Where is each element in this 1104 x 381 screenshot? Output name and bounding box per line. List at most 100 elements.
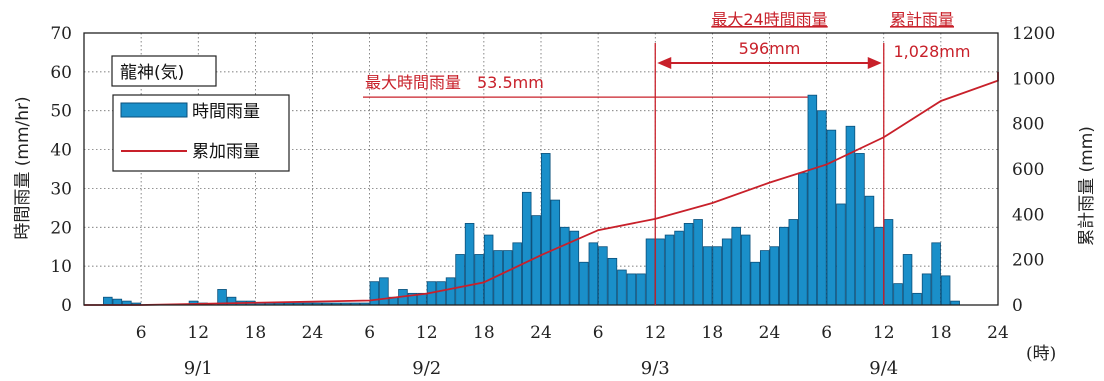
x-hour-tick-label: 12	[416, 323, 438, 343]
x-hour-tick-label: 18	[473, 323, 495, 343]
hourly-bar	[550, 199, 561, 306]
x-hour-tick-label: 12	[187, 323, 209, 343]
hourly-bar	[464, 222, 475, 306]
left-tick-label: 50	[50, 102, 72, 122]
hourly-bar	[531, 215, 541, 306]
cumulative-title: 累計雨量	[890, 10, 954, 29]
left-tick-label: 20	[50, 218, 72, 238]
plot-frame	[83, 32, 999, 306]
hourly-bar	[807, 94, 818, 306]
hourly-bar	[740, 234, 751, 306]
hourly-bar	[779, 226, 789, 306]
right-tick-label: 600	[1012, 160, 1044, 180]
hourly-bar	[921, 273, 932, 306]
hourly-bar	[759, 250, 770, 306]
hourly-bar	[902, 254, 913, 306]
hourly-bar	[731, 226, 741, 306]
hourly-bar	[864, 195, 875, 306]
x-axis-unit-label: (時)	[1026, 344, 1056, 364]
annotations: 最大時間雨量 53.5mm 最大24時間雨量 596mm 累計雨量 1,028m…	[363, 10, 970, 305]
cumulative-line	[84, 71, 999, 306]
hourly-bar	[702, 246, 713, 306]
x-hour-tick-label: 24	[302, 323, 324, 343]
max24-value: 596mm	[739, 39, 801, 58]
hourly-bar	[607, 257, 618, 306]
x-hour-tick-label: 24	[530, 323, 552, 343]
legend-label-hourly: 時間雨量	[192, 102, 260, 122]
right-tick-label: 1000	[1012, 69, 1055, 89]
hourly-bar	[655, 238, 665, 306]
y-left-axis-label: 時間雨量 (mm/hr)	[13, 96, 33, 239]
hourly-bar	[798, 172, 808, 306]
hourly-bar	[769, 246, 780, 306]
x-hour-tick-label: 18	[930, 323, 952, 343]
x-axis-day-labels: 9/1 9/2 9/3 9/4	[184, 358, 898, 379]
hourly-bar	[626, 273, 637, 306]
x-day-label: 9/2	[412, 358, 441, 379]
station-label-box: 龍神(気)	[111, 55, 217, 87]
x-hour-tick-label: 24	[987, 323, 1009, 343]
hourly-bar	[712, 246, 722, 306]
x-hour-tick-label: 6	[136, 323, 147, 343]
x-hour-tick-label: 18	[702, 323, 724, 343]
y-right-axis-label: 累計雨量 (mm)	[1077, 126, 1097, 246]
cumulative-rainfall-line-group	[84, 71, 999, 306]
hourly-bar	[369, 281, 380, 306]
max-hourly-label: 最大時間雨量 53.5mm	[365, 73, 544, 92]
max24-arrow-head-right	[867, 57, 882, 69]
hourly-bar	[693, 219, 703, 306]
hourly-bar	[483, 234, 494, 306]
hourly-bar	[750, 261, 760, 306]
hourly-bar	[674, 230, 684, 306]
max24-title: 最大24時間雨量	[711, 10, 827, 29]
legend-label-cumulative: 累加雨量	[192, 142, 260, 162]
x-hour-tick-label: 12	[873, 323, 895, 343]
hourly-bar	[560, 226, 570, 306]
hourly-bar	[541, 153, 551, 306]
hourly-bar	[598, 246, 608, 306]
hourly-bar	[883, 219, 894, 306]
hourly-bar	[512, 242, 522, 306]
x-day-label: 9/4	[869, 358, 898, 379]
right-axis-ticks: 0 200 400 600 800 1000 1200	[1012, 24, 1055, 316]
hourly-bar	[579, 261, 589, 306]
left-tick-label: 10	[50, 257, 72, 277]
hourly-bar	[836, 203, 846, 306]
hourly-bar	[874, 226, 884, 306]
max24-arrow-head-left	[657, 57, 672, 69]
hourly-rainfall-bars	[103, 94, 960, 306]
hourly-bar	[521, 191, 532, 306]
x-hour-tick-label: 6	[821, 323, 832, 343]
left-tick-label: 60	[50, 63, 72, 83]
station-label: 龍神(気)	[120, 63, 184, 83]
hourly-bar	[379, 277, 389, 306]
hourly-bar	[940, 275, 951, 306]
hourly-bar	[445, 277, 456, 306]
legend: 時間雨量 累加雨量	[112, 94, 290, 172]
right-tick-label: 200	[1012, 251, 1044, 271]
hourly-bar	[855, 153, 865, 306]
x-axis-hour-ticks: 6 12 18 24 6 12 18 24 6 12 18 24 6 12 18 24	[136, 323, 1009, 343]
right-tick-label: 1200	[1012, 24, 1055, 44]
hourly-bar	[826, 129, 837, 306]
hourly-bar	[817, 110, 827, 306]
right-tick-label: 400	[1012, 205, 1044, 225]
x-hour-tick-label: 18	[245, 323, 267, 343]
hourly-bar	[617, 269, 627, 306]
legend-bar-swatch	[120, 102, 188, 118]
x-hour-tick-label: 24	[759, 323, 781, 343]
left-tick-label: 70	[50, 24, 72, 44]
hourly-bar	[721, 238, 732, 306]
hourly-bar	[893, 283, 903, 306]
left-tick-label: 0	[61, 296, 72, 316]
hourly-bar	[455, 254, 465, 306]
left-tick-label: 30	[50, 179, 72, 199]
hourly-bar	[683, 222, 694, 306]
x-hour-tick-label: 6	[593, 323, 604, 343]
x-hour-tick-label: 12	[644, 323, 666, 343]
right-tick-label: 800	[1012, 115, 1044, 135]
hourly-bar	[788, 219, 799, 306]
hourly-bar	[645, 238, 656, 306]
hourly-bar	[664, 234, 675, 306]
hourly-bar	[436, 281, 446, 306]
